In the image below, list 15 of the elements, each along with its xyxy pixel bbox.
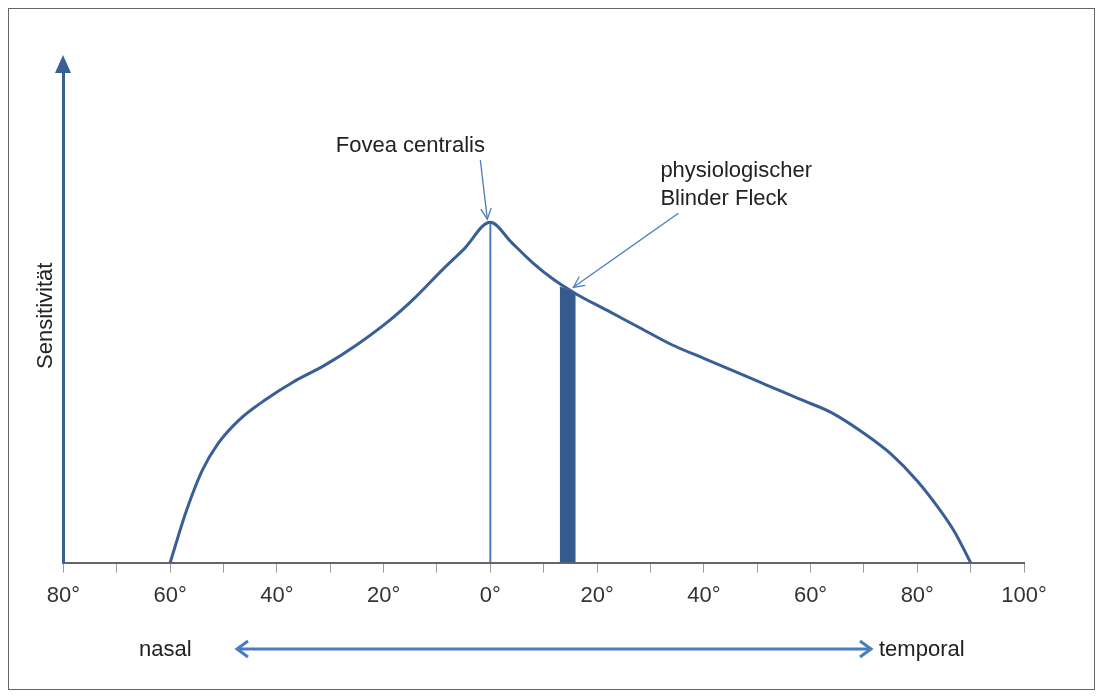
y-axis-title: Sensitivität <box>32 262 58 369</box>
x-tick-label: 20° <box>366 581 401 607</box>
x-tick-label: 80° <box>900 581 934 607</box>
x-tick-label: 40° <box>687 581 721 607</box>
text: nasal <box>139 636 192 662</box>
x-tick-label: 20° <box>580 581 614 607</box>
x-tick-label: 40° <box>260 581 294 607</box>
x-tick-label: 0° <box>479 581 501 607</box>
x-tick-label: 60° <box>793 581 828 607</box>
annotation: Fovea centralis <box>335 132 485 158</box>
annotation: physiologischer Blinder Fleck <box>660 157 813 211</box>
text: temporal <box>879 636 965 662</box>
x-tick-label: 80° <box>46 581 81 607</box>
x-tick-label: 100° <box>1001 581 1047 607</box>
x-tick-label: 60° <box>153 581 187 607</box>
